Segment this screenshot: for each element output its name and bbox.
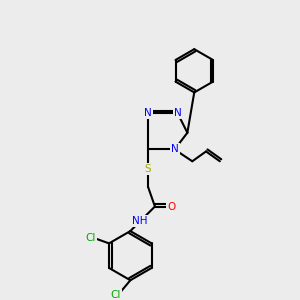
- Text: N: N: [171, 145, 178, 154]
- Text: Cl: Cl: [110, 290, 121, 300]
- Text: Cl: Cl: [85, 233, 95, 244]
- Text: S: S: [145, 164, 151, 174]
- Text: N: N: [144, 108, 152, 118]
- Text: O: O: [167, 202, 176, 212]
- Text: N: N: [174, 108, 182, 118]
- Text: NH: NH: [132, 216, 148, 226]
